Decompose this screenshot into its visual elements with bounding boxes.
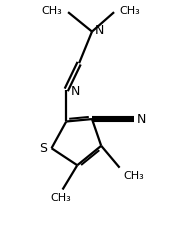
Text: CH₃: CH₃ bbox=[42, 6, 63, 16]
Text: N: N bbox=[137, 113, 146, 126]
Text: N: N bbox=[95, 24, 104, 37]
Text: CH₃: CH₃ bbox=[120, 6, 140, 16]
Text: S: S bbox=[39, 142, 47, 155]
Text: N: N bbox=[71, 85, 80, 98]
Text: CH₃: CH₃ bbox=[123, 171, 144, 181]
Text: CH₃: CH₃ bbox=[50, 193, 71, 203]
